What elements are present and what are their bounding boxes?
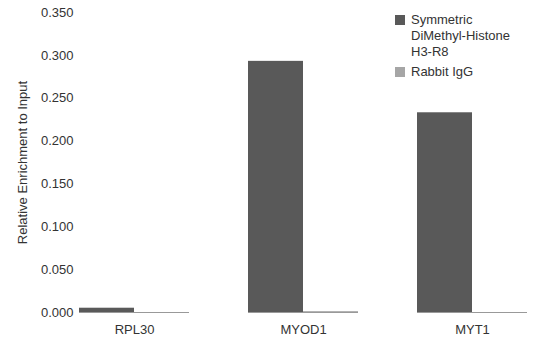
html-text:Rabbit IgG: Rabbit IgG	[411, 64, 474, 79]
html-text:Symmetric DiMethyl-Histone H3-: Symmetric DiMethyl-Histone H3-R8	[411, 12, 510, 59]
svg-text:0.050: 0.050	[41, 262, 74, 277]
svg-text:0.350: 0.350	[41, 5, 74, 20]
svg-text:Relative Enrichment to Input: Relative Enrichment to Input	[15, 80, 30, 244]
svg-text:0.000: 0.000	[41, 305, 74, 320]
svg-text:0.300: 0.300	[41, 48, 74, 63]
svg-text:RPL30: RPL30	[115, 322, 155, 337]
svg-text:MYT1: MYT1	[455, 322, 490, 337]
svg-text:MYOD1: MYOD1	[280, 322, 326, 337]
svg-text:0.150: 0.150	[41, 176, 74, 191]
svg-text:0.200: 0.200	[41, 133, 74, 148]
svg-text:0.100: 0.100	[41, 219, 74, 234]
svg-text:0.250: 0.250	[41, 90, 74, 105]
